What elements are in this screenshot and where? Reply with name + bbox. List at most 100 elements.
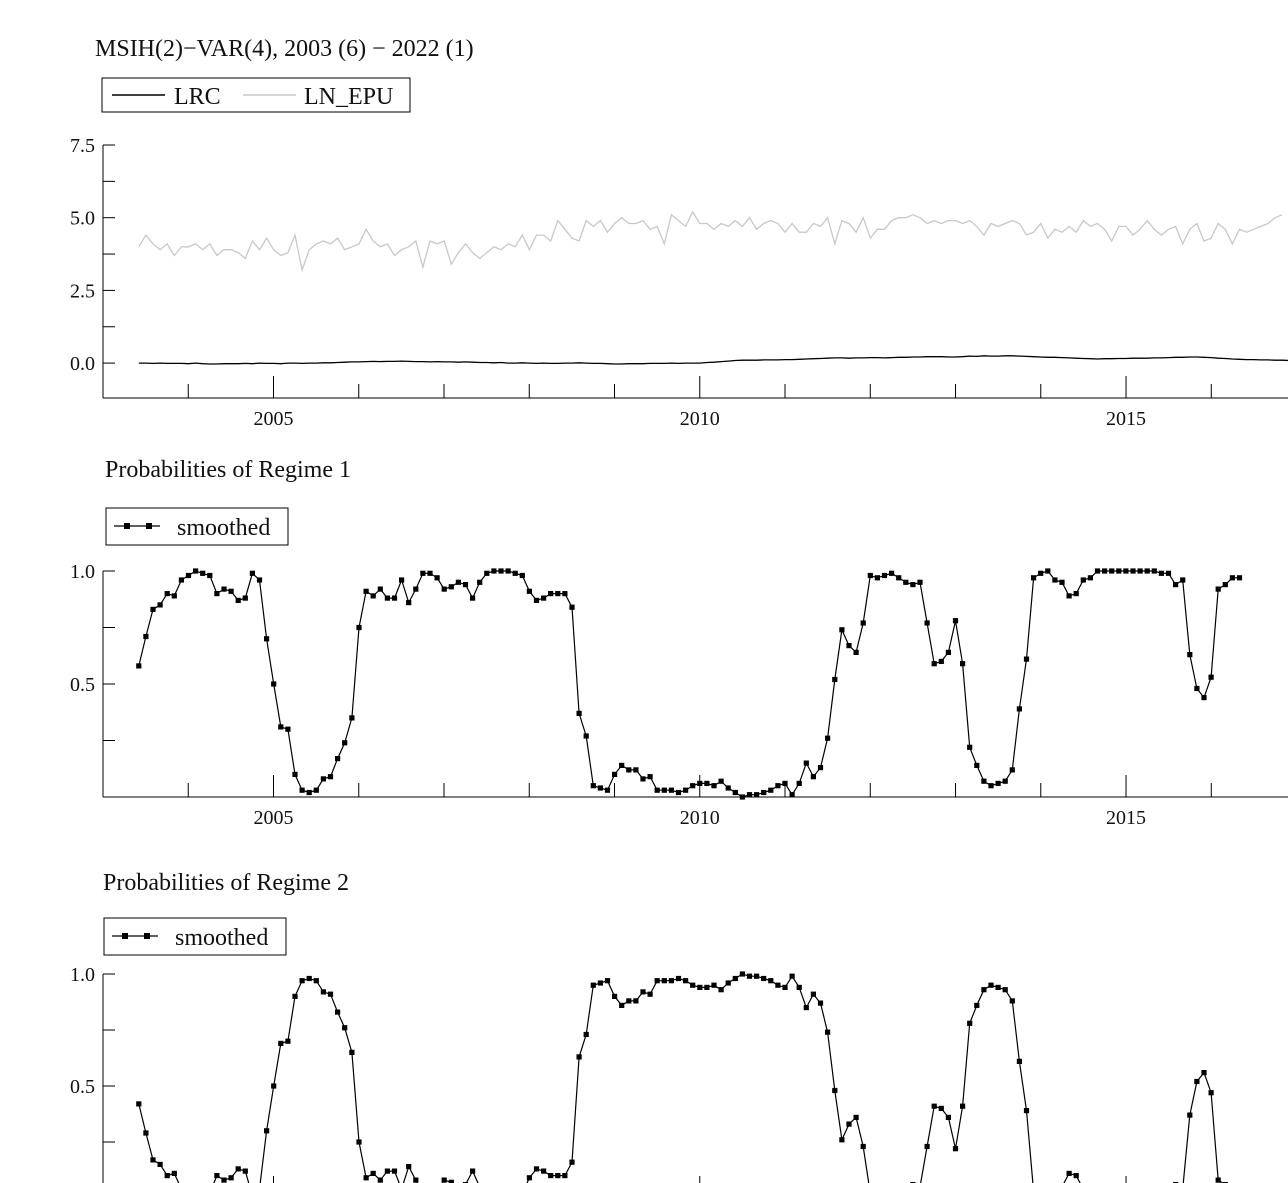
data-point [1208,1090,1214,1096]
data-point [164,1173,170,1179]
data-point [171,593,177,599]
series-line-ln-epu [138,210,1283,273]
data-point [796,780,802,786]
data-point [548,1173,554,1179]
data-point [406,600,412,606]
x-tick-label: 2015 [1106,807,1146,829]
data-point [1109,568,1115,574]
data-point [278,1040,284,1046]
data-point [420,570,426,576]
data-point [221,1177,227,1183]
data-point [810,774,816,780]
data-point [562,591,568,597]
data-point [356,1139,362,1145]
data-point [725,980,731,986]
data-point [1130,568,1136,574]
data-point [470,595,476,601]
data-point [761,975,767,982]
data-point [1137,568,1143,574]
data-point [533,1166,540,1172]
data-point [718,987,724,993]
data-point [995,984,1001,990]
data-point [313,978,319,984]
data-point [597,785,603,791]
data-point [349,715,355,721]
data-point [292,771,298,777]
data-point [569,1159,575,1165]
data-point [683,787,689,793]
data-point [768,787,774,793]
data-point [1066,1170,1072,1176]
data-point [271,1083,277,1089]
data-point [626,998,632,1004]
data-point [214,591,220,597]
data-point [377,586,383,592]
data-point [143,1130,149,1136]
data-point [981,778,987,784]
data-point [306,789,312,796]
data-point [498,568,504,574]
data-point [739,971,745,977]
series-line-smoothed [138,570,1240,798]
data-point [519,572,525,579]
data-point [853,649,859,655]
data-point [256,577,263,583]
data-point [342,1025,348,1031]
legend: smoothed [105,507,289,546]
data-point [732,975,738,982]
data-point [612,993,618,999]
legend-marker [146,523,152,529]
data-point [221,586,227,592]
data-point [1222,582,1228,588]
data-point [718,778,724,784]
data-point [377,1177,383,1183]
data-point [477,579,483,585]
data-point [640,776,646,782]
data-point [1009,998,1015,1004]
y-tick-label: 1.0 [70,964,95,986]
data-point [413,586,419,592]
data-point [1073,1173,1079,1179]
legend: LRC LN_EPU [101,77,411,113]
data-point [690,982,696,988]
data-point [846,1121,852,1127]
legend-marker [144,933,150,939]
data-point [654,978,660,984]
legend-marker [124,523,130,529]
data-point [171,1170,177,1176]
data-point [1009,767,1015,773]
data-point [711,783,717,789]
y-tick-label: 7.5 [70,135,95,157]
data-point [924,620,930,626]
data-point [363,1175,369,1181]
data-point [164,591,170,597]
x-tick-label: 2010 [680,408,720,430]
data-point [704,984,710,990]
data-point [739,794,745,800]
data-point [399,577,405,583]
data-point [945,649,951,655]
data-point [249,570,255,576]
data-point [320,989,326,995]
data-point [342,740,348,746]
data-point [1016,706,1022,712]
data-point [363,588,369,594]
data-point [967,1020,973,1026]
data-point [583,1031,589,1038]
data-point [1023,656,1030,662]
data-point [761,789,767,796]
data-point [583,733,589,739]
legend: smoothed [103,917,287,956]
data-point [832,676,838,683]
data-point [313,787,319,793]
y-tick-label: 5.0 [70,208,95,230]
data-point [896,575,902,581]
data-point [988,783,994,789]
data-point [995,780,1001,786]
series-group [136,971,1228,1183]
legend-label-lrc: LRC [174,84,221,110]
data-point [185,572,192,579]
